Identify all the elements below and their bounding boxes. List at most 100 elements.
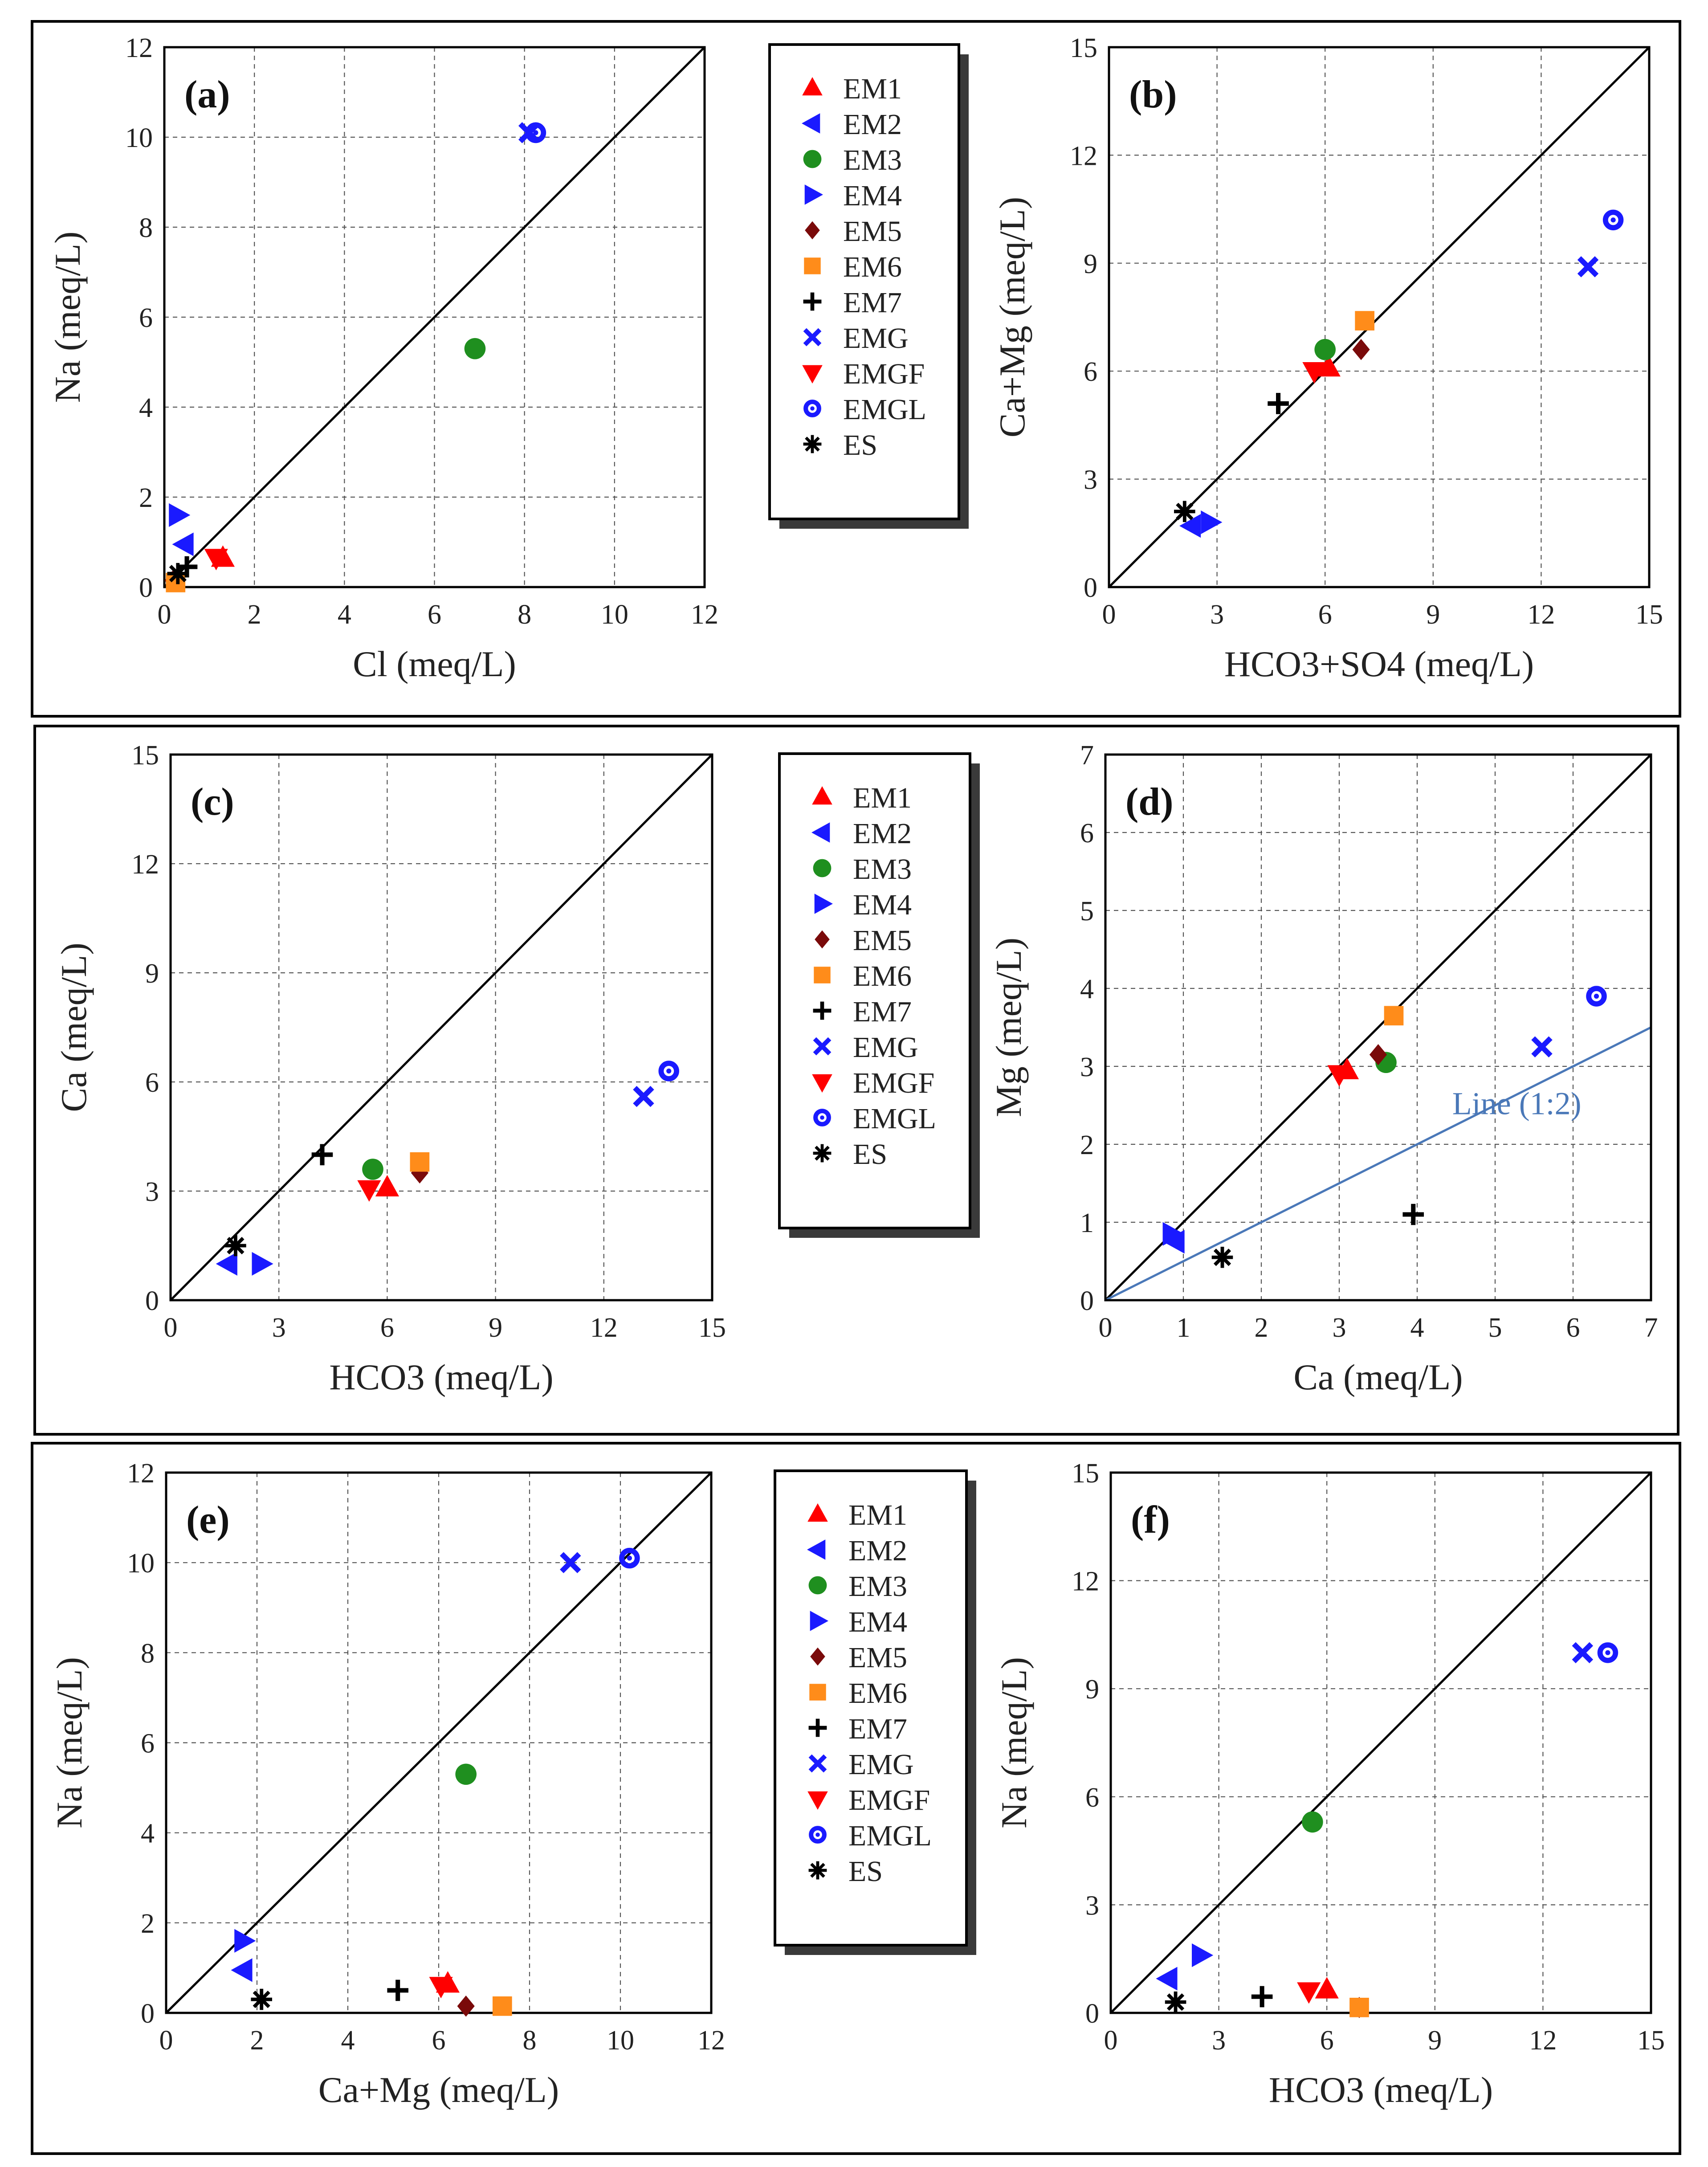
y-tick-label: 15 (131, 740, 159, 771)
legend-marker-em5 (810, 1647, 825, 1666)
y-tick-label: 6 (145, 1068, 159, 1098)
data-point-em3-b (1314, 339, 1336, 360)
x-tick-label: 6 (1566, 1313, 1580, 1343)
legend-marker-em2 (807, 1539, 826, 1560)
x-tick-label: 7 (1644, 1313, 1658, 1343)
legend-entry-em1: EM1 (843, 73, 902, 105)
x-tick-label: 12 (1529, 2025, 1557, 2056)
data-point-es-a (167, 563, 189, 584)
legend-marker-em6 (809, 1684, 826, 1701)
legend-entry-em4: EM4 (843, 180, 902, 212)
legend-entry-es: ES (848, 1855, 883, 1888)
legend-box (774, 1469, 968, 1947)
y-tick-label: 8 (141, 1638, 155, 1669)
y-tick-label: 4 (139, 393, 153, 423)
y-tick-label: 3 (1085, 1890, 1099, 1921)
x-tick-label: 10 (607, 2025, 634, 2056)
x-axis-label: Ca+Mg (meq/L) (318, 2069, 559, 2110)
y-tick-label: 0 (141, 1999, 155, 2029)
x-axis-label: Ca (meq/L) (1293, 1357, 1463, 1397)
data-point-em4-d (1162, 1222, 1184, 1246)
y-tick-label: 3 (145, 1177, 159, 1207)
chart-panel-3: Line (1:2) 0 1 2 3 4 5 6 7 0 1 2 3 4 5 6 7 Ca (meq/L) Mg (… (988, 740, 1658, 1397)
x-tick-label: 2 (248, 600, 261, 630)
legend-marker-emg (803, 328, 822, 347)
legend-marker-em7 (813, 1001, 832, 1020)
data-point-emg-e (560, 1552, 581, 1573)
legend-entry-em5: EM5 (843, 215, 902, 248)
x-axis-label: HCO3 (meq/L) (1269, 2069, 1493, 2110)
x-tick-label: 0 (1104, 2025, 1118, 2056)
data-point-em5-b (1352, 339, 1370, 360)
y-tick-label: 1 (1080, 1208, 1094, 1238)
data-point-em2-f (1156, 1967, 1178, 1991)
reference-line-1-2 (1105, 1026, 1651, 1300)
data-point-em3-e (455, 1763, 477, 1785)
chart-panel-5: 0 3 6 9 12 15 0 3 6 9 12 15 HCO3 (meq/L) Na (meq/L) (f… (994, 1458, 1665, 2110)
legend-box (778, 752, 971, 1229)
y-tick-label: 12 (125, 33, 153, 63)
data-point-em7-c (311, 1144, 333, 1166)
x-tick-label: 12 (590, 1313, 618, 1343)
plot-area (1108, 46, 1651, 588)
data-point-em1-f (1315, 1977, 1339, 1999)
data-point-emgl-e (619, 1547, 640, 1569)
y-axis-label: Na (meq/L) (49, 1657, 90, 1828)
x-tick-label: 9 (1428, 2025, 1442, 2056)
x-axis-label: Cl (meq/L) (353, 644, 516, 684)
data-point-em1-c (375, 1175, 399, 1196)
data-point-em6-d (1384, 1006, 1404, 1026)
x-tick-label: 15 (698, 1313, 726, 1343)
legend-entry-em6: EM6 (848, 1677, 907, 1710)
x-tick-label: 10 (601, 600, 628, 630)
y-tick-label: 0 (145, 1286, 159, 1316)
legend-marker-emg (813, 1037, 832, 1056)
data-point-emgl-b (1602, 209, 1624, 231)
data-point-em6-c (410, 1152, 430, 1172)
plot-area (1104, 753, 1652, 1302)
legend-marker-es (808, 1861, 827, 1880)
legend-marker-em7 (808, 1718, 827, 1737)
y-tick-label: 0 (1084, 573, 1097, 603)
x-tick-label: 9 (1426, 600, 1440, 630)
x-tick-label: 4 (341, 2025, 355, 2056)
legend-entry-em6: EM6 (843, 251, 902, 283)
data-point-emgf-d (1327, 1065, 1351, 1087)
y-tick-label: 0 (1085, 1999, 1099, 2029)
data-point-emg-c (633, 1086, 654, 1107)
x-tick-label: 3 (1212, 2025, 1226, 2056)
data-point-em3-a (464, 338, 486, 359)
x-tick-label: 3 (1210, 600, 1224, 630)
x-tick-label: 12 (691, 600, 718, 630)
x-tick-label: 4 (1410, 1313, 1424, 1343)
y-axis-label: Na (meq/L) (994, 1657, 1034, 1828)
plot-area (1109, 1471, 1652, 2014)
y-tick-label: 4 (1080, 974, 1094, 1004)
data-point-em4-a (169, 503, 191, 527)
legend-entry-em5: EM5 (848, 1641, 907, 1674)
legend-entry-em4: EM4 (853, 889, 912, 921)
data-point-em2-e (231, 1958, 253, 1982)
data-point-em4-b (1201, 510, 1223, 535)
legend-marker-em3 (813, 859, 832, 877)
legend-marker-em6 (804, 257, 821, 274)
legend-entry-em3: EM3 (848, 1570, 907, 1603)
x-tick-label: 0 (164, 1313, 178, 1343)
x-tick-label: 4 (338, 600, 351, 630)
data-point-em7-b (1268, 393, 1289, 414)
data-point-es-c (225, 1235, 246, 1257)
panel-tag: (d) (1125, 780, 1174, 824)
x-tick-label: 0 (1099, 1313, 1113, 1343)
data-point-emg-b (1577, 256, 1599, 278)
y-tick-label: 9 (1085, 1674, 1099, 1705)
data-point-emgf-c (357, 1180, 381, 1202)
data-point-emgf-a (204, 549, 228, 571)
x-tick-label: 8 (518, 600, 531, 630)
legend-box (768, 43, 960, 520)
x-tick-label: 9 (489, 1313, 502, 1343)
data-point-emgf-e (429, 1977, 453, 1999)
reference-line-1-1 (1111, 1473, 1651, 2013)
